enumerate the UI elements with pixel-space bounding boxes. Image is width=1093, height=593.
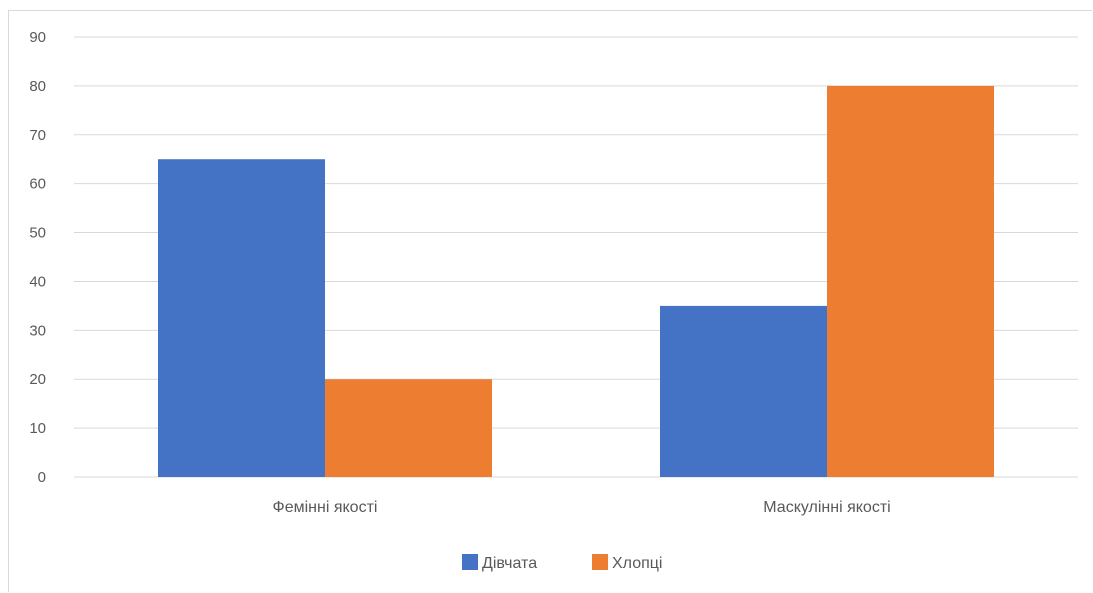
- y-tick-label: 70: [29, 127, 46, 144]
- bar-series2: [827, 85, 994, 477]
- y-axis-tick-labels: 0 10 20 30 40 50 60 70 80 90: [29, 29, 46, 486]
- x-tick-label: Маскулінні якості: [763, 499, 890, 516]
- y-tick-label: 10: [29, 420, 46, 437]
- legend-swatch: [592, 554, 608, 570]
- bar-series2: [325, 379, 492, 477]
- x-tick-label: Фемінні якості: [273, 499, 378, 516]
- bars: [158, 85, 994, 477]
- y-tick-label: 90: [29, 29, 46, 46]
- y-tick-label: 20: [29, 371, 46, 388]
- legend: Дівчата Хлопці: [462, 554, 662, 572]
- y-tick-label: 60: [29, 176, 46, 193]
- y-tick-label: 30: [29, 322, 46, 339]
- y-tick-label: 0: [38, 469, 46, 486]
- x-axis-tick-labels: Фемінні якості Маскулінні якості: [273, 499, 891, 516]
- legend-label: Хлопці: [612, 555, 662, 572]
- bar-series1: [660, 305, 827, 477]
- y-tick-label: 40: [29, 273, 46, 290]
- legend-label: Дівчата: [482, 555, 537, 572]
- y-tick-label: 50: [29, 225, 46, 242]
- bar-series1: [158, 159, 325, 477]
- y-tick-label: 80: [29, 78, 46, 95]
- legend-swatch: [462, 554, 478, 570]
